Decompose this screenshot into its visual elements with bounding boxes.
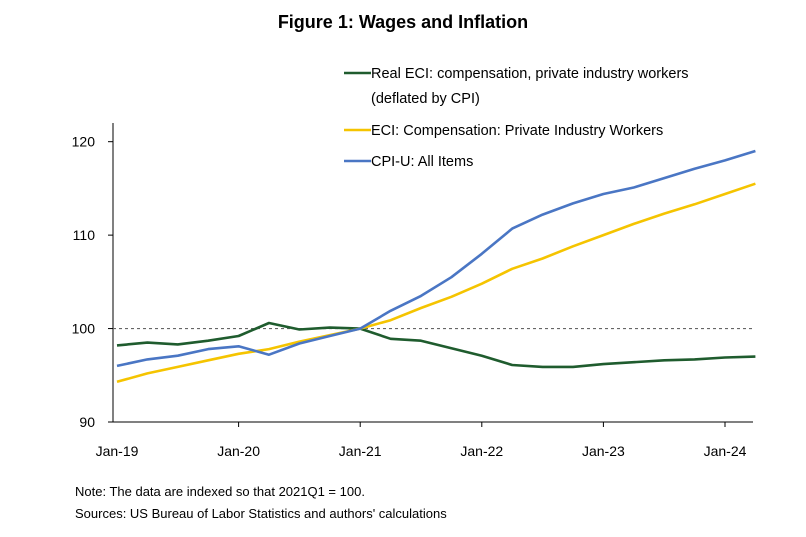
x-tick-label: Jan-19 <box>96 443 139 459</box>
x-tick-label: Jan-23 <box>582 443 625 459</box>
legend: Real ECI: compensation, private industry… <box>344 66 689 170</box>
chart-title: Figure 1: Wages and Inflation <box>278 12 528 32</box>
x-tick-label: Jan-21 <box>339 443 382 459</box>
series-line-real-eci <box>116 321 756 369</box>
legend-label-real-eci-line2: (deflated by CPI) <box>371 91 480 107</box>
x-tick-label: Jan-20 <box>217 443 260 459</box>
y-tick-label: 120 <box>72 134 96 150</box>
y-tick-label: 100 <box>72 321 96 337</box>
series-line-cpi <box>116 149 756 368</box>
x-tick-label: Jan-22 <box>460 443 503 459</box>
y-tick-label: 90 <box>79 414 95 430</box>
y-ticks: 90 100 110 120 <box>72 134 113 430</box>
series-line-eci <box>116 182 756 384</box>
x-ticks: Jan-19 Jan-20 Jan-21 Jan-22 Jan-23 Jan-24 <box>96 422 747 459</box>
series-lines <box>116 149 756 384</box>
legend-label-cpi: CPI-U: All Items <box>371 154 473 170</box>
chart-note: Note: The data are indexed so that 2021Q… <box>75 484 365 499</box>
legend-label-eci: ECI: Compensation: Private Industry Work… <box>371 123 663 139</box>
legend-label-real-eci: Real ECI: compensation, private industry… <box>371 66 689 82</box>
y-tick-label: 110 <box>73 227 96 243</box>
x-tick-label: Jan-24 <box>704 443 747 459</box>
chart-sources: Sources: US Bureau of Labor Statistics a… <box>75 506 447 521</box>
